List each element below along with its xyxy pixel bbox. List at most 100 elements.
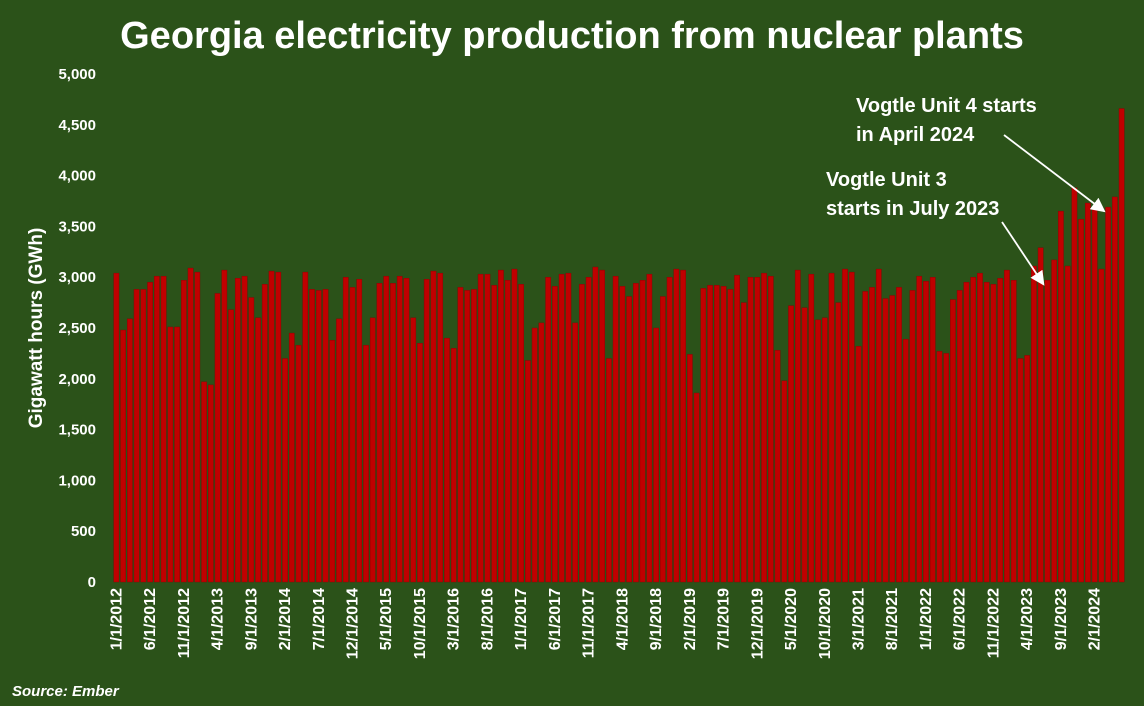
x-tick-label: 1/1/2012 [108, 588, 125, 650]
bar [336, 318, 342, 583]
bar [936, 351, 943, 583]
bar [875, 268, 882, 583]
bar [1017, 358, 1024, 583]
x-tick-label: 8/1/2021 [884, 588, 901, 650]
x-tick-label: 6/1/2012 [142, 588, 159, 650]
x-tick-label: 4/1/2018 [614, 588, 631, 650]
x-tick-label: 5/1/2020 [783, 588, 800, 650]
x-tick-label: 11/1/2017 [581, 588, 598, 658]
bar [774, 350, 781, 583]
x-tick-label: 9/1/2023 [1053, 588, 1070, 650]
y-tick-label: 5,000 [58, 66, 96, 83]
bar [552, 286, 558, 583]
annotation-text: Vogtle Unit 4 starts [856, 95, 1037, 117]
bar [714, 285, 720, 583]
bar [315, 290, 322, 583]
bar [923, 281, 929, 583]
bar [207, 384, 214, 583]
bar [720, 286, 727, 583]
bar [444, 337, 450, 583]
bar [943, 353, 950, 583]
annotation-text: Vogtle Unit 3 [826, 169, 947, 191]
bar [538, 322, 545, 583]
bar [673, 268, 680, 583]
y-tick-label: 1,500 [58, 422, 96, 439]
x-tick-label: 10/1/2020 [817, 588, 834, 659]
bar [747, 277, 754, 583]
x-tick-label: 2/1/2024 [1087, 588, 1104, 650]
bar [410, 317, 417, 583]
bar [896, 287, 902, 583]
x-tick-label: 5/1/2015 [378, 588, 395, 650]
y-tick-label: 4,500 [58, 117, 96, 134]
bar [639, 280, 646, 583]
bar [781, 380, 788, 583]
bar [214, 293, 221, 583]
bar [484, 273, 491, 583]
bar [261, 284, 268, 583]
bar [113, 272, 120, 583]
bar [363, 345, 369, 583]
bar [1091, 207, 1098, 583]
bar [396, 275, 403, 583]
bar [181, 280, 187, 583]
y-tick-label: 1,000 [58, 472, 96, 489]
bar [1044, 280, 1051, 583]
bar [707, 285, 713, 583]
bar [599, 269, 605, 583]
bar [545, 277, 551, 583]
bar [423, 279, 430, 583]
bar [808, 273, 815, 583]
bar [167, 326, 174, 583]
bar [525, 360, 531, 583]
annotation-text: in April 2024 [856, 124, 975, 146]
bar [518, 284, 524, 583]
bar [970, 277, 977, 583]
annotation-arrow [1003, 134, 1106, 213]
bar [1085, 202, 1091, 583]
bar [221, 269, 228, 583]
y-tick-label: 3,500 [58, 218, 96, 235]
bar [376, 283, 383, 583]
x-tick-label: 12/1/2014 [345, 588, 362, 659]
x-tick-label: 4/1/2023 [1019, 588, 1036, 650]
x-tick-label: 7/1/2014 [311, 588, 328, 650]
bar [606, 358, 612, 583]
bar [1071, 187, 1078, 583]
bar [1078, 219, 1084, 583]
bar [1010, 280, 1017, 583]
bar [504, 280, 511, 583]
bar [383, 275, 390, 583]
bar [1118, 108, 1125, 583]
bar [929, 277, 936, 583]
bar [869, 287, 875, 583]
bar [801, 307, 808, 583]
bar [950, 299, 956, 583]
bar [646, 273, 653, 583]
bar [558, 273, 565, 583]
bar [1037, 247, 1044, 583]
bar [1098, 268, 1105, 583]
bar [828, 272, 835, 583]
bar [700, 288, 707, 583]
x-tick-label: 11/1/2022 [985, 588, 1002, 658]
y-axis-label: Gigawatt hours (GWh) [26, 228, 47, 429]
bar [579, 284, 585, 583]
bar [120, 329, 126, 583]
x-tick-label: 3/1/2021 [851, 588, 868, 650]
bar [457, 287, 464, 583]
x-tick-label: 4/1/2013 [210, 588, 227, 650]
bar [693, 392, 700, 583]
bar [660, 296, 666, 583]
bar [909, 290, 916, 583]
bar [983, 282, 990, 583]
bar [626, 296, 632, 583]
y-tick-label: 2,500 [58, 320, 96, 337]
chart-title: Georgia electricity production from nucl… [120, 15, 1024, 57]
bar [302, 271, 309, 583]
bar [234, 278, 241, 583]
bar [241, 275, 248, 583]
bar [133, 289, 140, 583]
bar [194, 271, 201, 583]
